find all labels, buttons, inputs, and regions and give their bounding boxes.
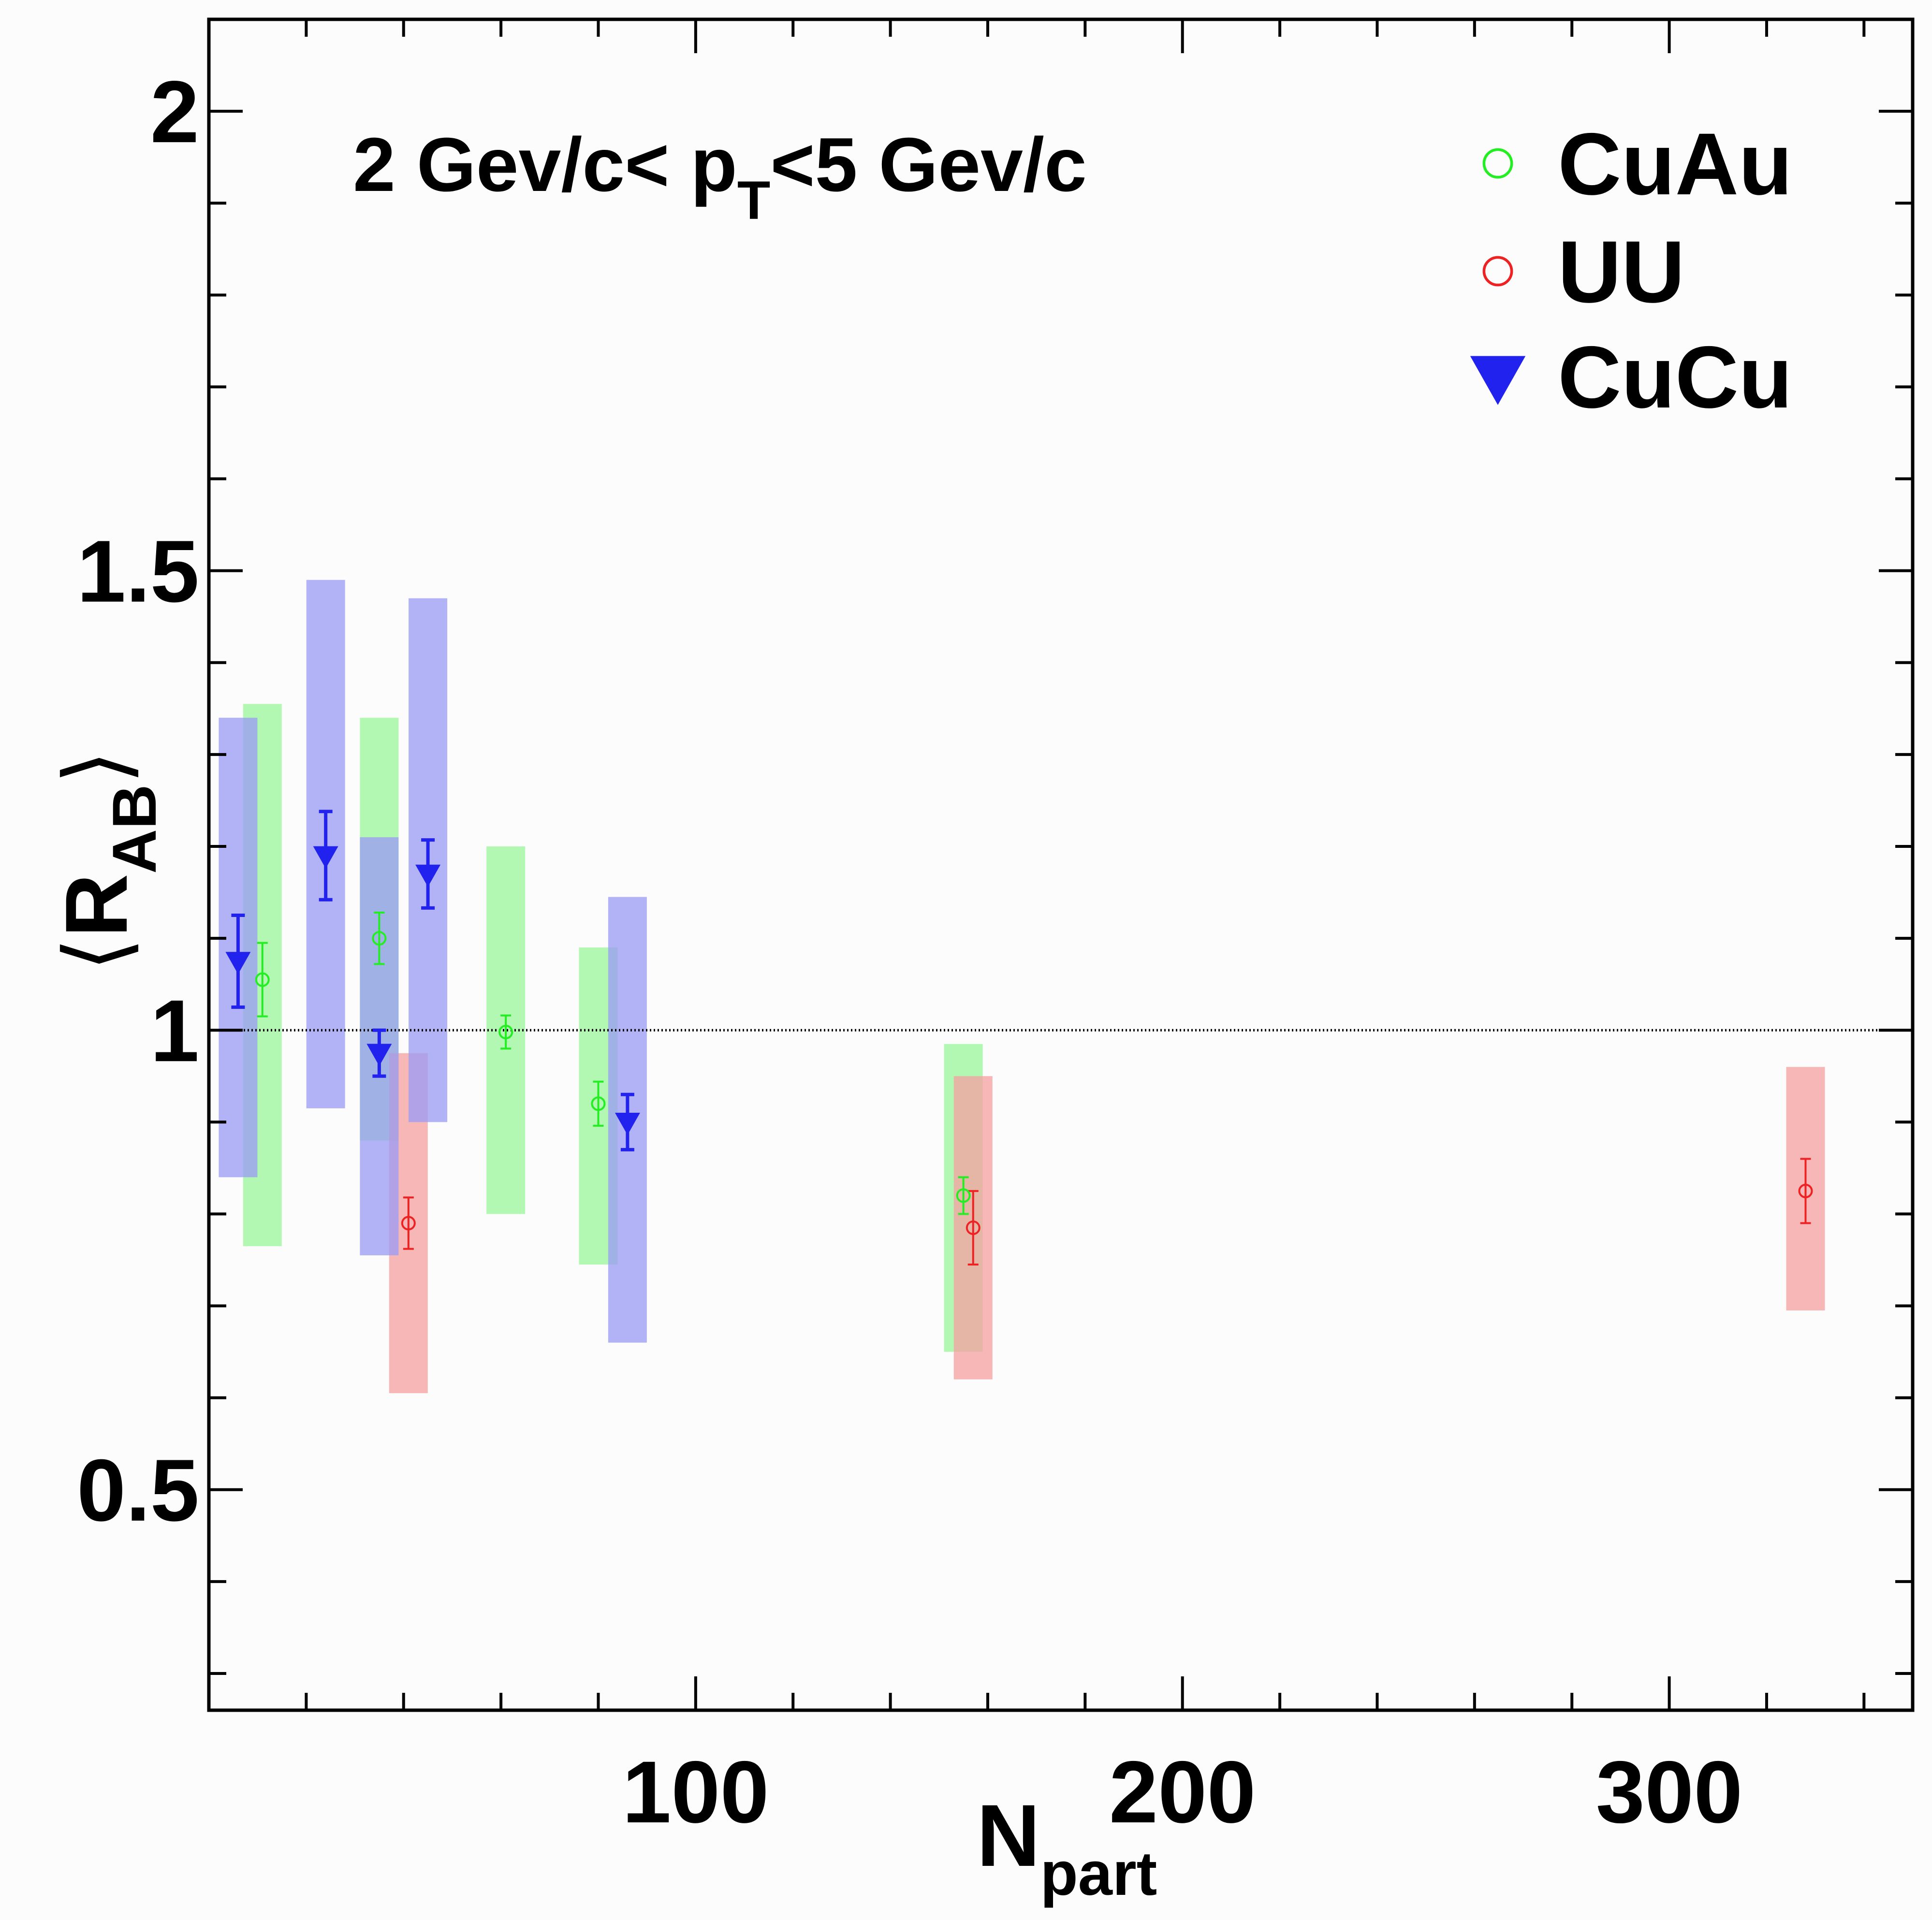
data-markers [225,846,1813,1235]
y-tick-label: 0.5 [77,1441,199,1540]
cuau-point [591,1096,606,1111]
cuau-point [372,931,387,946]
annotation: 2 Gev/c< pT<5 Gev/c [353,122,1087,231]
y-axis-ticks: 0.5 1 1.5 2 [77,62,1913,1675]
plot-frame [207,17,1915,1712]
y-axis-title-sub: AB [100,785,169,874]
cuau-point [956,1188,971,1203]
x-axis-title-sub: part [1040,1839,1157,1908]
cucu-legend-marker [1470,356,1526,405]
cuau-legend-label: CuAu [1558,115,1792,213]
axes: 100 200 300 0.5 1 1.5 2 2 Gev/c< pT<5 Gev/c N… [47,17,1915,1908]
x-axis-ticks: 100 200 300 [305,19,1866,1841]
cucu-point [225,952,251,975]
cuau-legend-marker [1482,148,1513,179]
x-tick-label: 200 [1109,1743,1256,1841]
uu-point [1798,1183,1813,1198]
cucu-point [313,846,338,869]
uu-point [966,1220,981,1235]
x-axis-title: Npart [977,1786,1157,1908]
y-axis-title-right: ⟩ [47,750,146,785]
uu-point [401,1216,416,1231]
annotation-tail: <5 Gev/c [770,122,1086,207]
x-tick-label: 100 [622,1743,769,1841]
cuau-point [498,1024,513,1039]
y-tick-label: 1 [150,981,199,1080]
y-tick-label: 2 [150,62,199,161]
y-axis-title-left: ⟨ [47,937,146,972]
cucu-point [366,1044,392,1066]
y-tick-label: 1.5 [77,522,199,621]
x-tick-label: 300 [1596,1743,1743,1841]
y-axis-title-main: R [47,874,146,937]
cucu-point [615,1112,640,1135]
annotation-sub: T [737,170,770,231]
annotation-main: 2 Gev/c< p [353,122,737,207]
cucu-legend-label: CuCu [1558,328,1792,426]
uu-legend-marker [1482,256,1513,287]
cuau-point [255,972,270,987]
systematic-bands [219,580,1825,1394]
x-axis-title-main: N [977,1786,1040,1885]
uu-legend-label: UU [1558,222,1685,321]
y-axis-title: ⟨RAB⟩ [47,750,169,972]
cucu-point [415,864,441,887]
